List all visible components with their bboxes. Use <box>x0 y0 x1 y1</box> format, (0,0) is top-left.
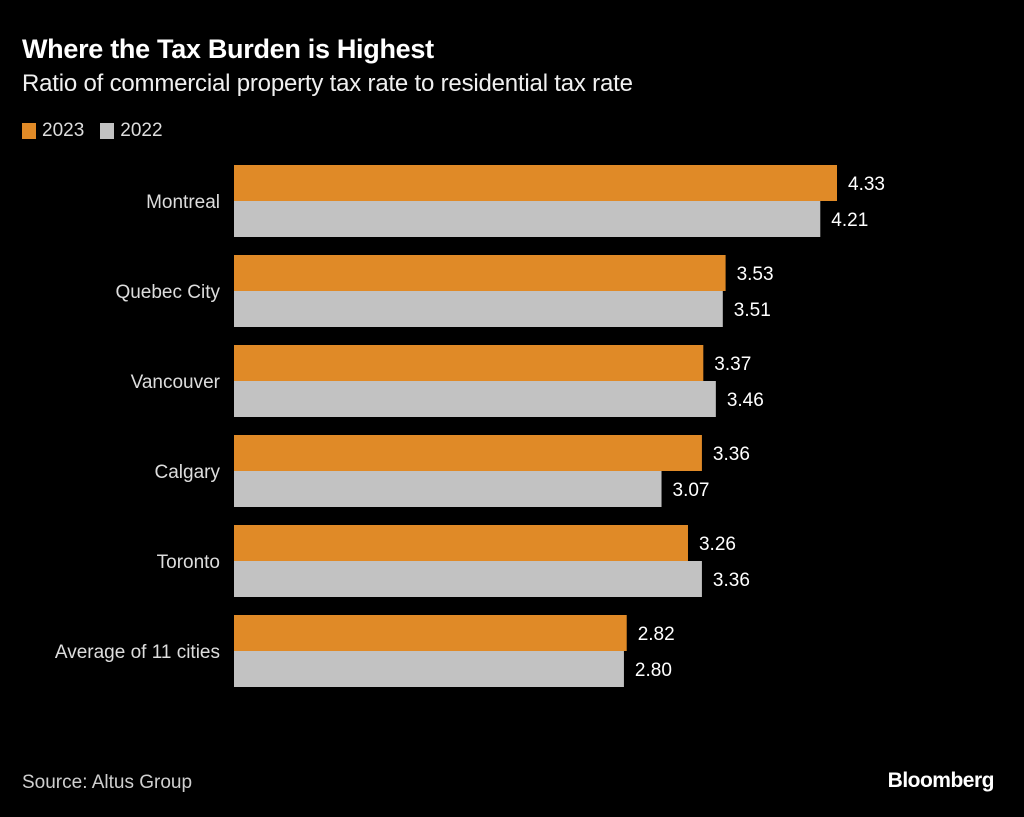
value-label-2022-montreal: 4.21 <box>831 210 868 231</box>
category-label-average-of-11-cities: Average of 11 cities <box>55 642 220 663</box>
category-label-calgary: Calgary <box>155 462 221 483</box>
category-label-quebec-city: Quebec City <box>115 282 220 303</box>
bar-2022-vancouver <box>234 381 716 417</box>
legend-item-2022: 2022 <box>100 120 163 142</box>
bar-2022-average-of-11-cities <box>234 651 624 687</box>
value-label-2022-vancouver: 3.46 <box>727 390 764 411</box>
value-label-2023-calgary: 3.36 <box>713 444 750 465</box>
chart-subtitle: Ratio of commercial property tax rate to… <box>22 70 633 97</box>
bar-2023-calgary <box>234 435 702 471</box>
category-label-montreal: Montreal <box>146 192 220 213</box>
value-label-2023-vancouver: 3.37 <box>714 354 751 375</box>
bar-2023-toronto <box>234 525 688 561</box>
value-label-2023-montreal: 4.33 <box>848 174 885 195</box>
value-label-2022-quebec-city: 3.51 <box>734 300 771 321</box>
value-label-2022-calgary: 3.07 <box>673 480 710 501</box>
value-label-2023-toronto: 3.26 <box>699 534 736 555</box>
source-note: Source: Altus Group <box>22 772 193 793</box>
bar-2023-quebec-city <box>234 255 726 291</box>
legend-item-2023: 2023 <box>22 120 84 142</box>
bar-2023-vancouver <box>234 345 704 381</box>
legend-label-2022: 2022 <box>120 120 163 141</box>
value-label-2023-quebec-city: 3.53 <box>737 264 774 285</box>
legend-label-2023: 2023 <box>42 120 85 141</box>
value-label-2023-average-of-11-cities: 2.82 <box>638 624 675 645</box>
bar-2022-montreal <box>234 201 821 237</box>
bar-2022-toronto <box>234 561 702 597</box>
bar-2022-calgary <box>234 471 662 507</box>
legend: 2023 2022 <box>22 120 179 142</box>
category-label-toronto: Toronto <box>157 552 220 573</box>
legend-swatch-2023 <box>22 123 36 139</box>
bar-2023-average-of-11-cities <box>234 615 627 651</box>
chart-title: Where the Tax Burden is Highest <box>22 34 434 64</box>
bar-2022-quebec-city <box>234 291 723 327</box>
bloomberg-logo: Bloomberg <box>887 769 995 792</box>
category-label-vancouver: Vancouver <box>131 372 221 393</box>
legend-swatch-2022 <box>100 123 115 139</box>
value-label-2022-toronto: 3.36 <box>713 570 750 591</box>
value-label-2022-average-of-11-cities: 2.80 <box>635 660 672 681</box>
bar-2023-montreal <box>234 165 837 201</box>
